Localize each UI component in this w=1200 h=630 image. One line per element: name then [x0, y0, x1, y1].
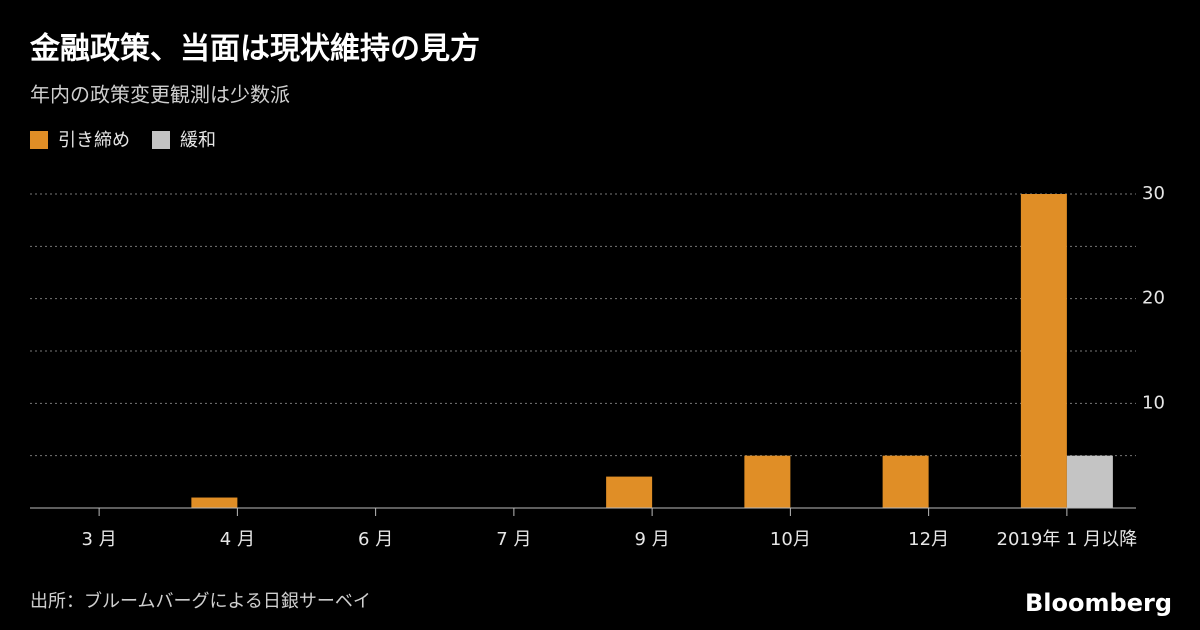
logo: Bloomberg	[1025, 589, 1172, 617]
x-tick-label: 3 月	[82, 529, 117, 550]
bar	[882, 455, 929, 508]
x-tick-label: 10月	[770, 529, 811, 550]
chart-subtitle: 年内の政策変更観測は少数派	[30, 83, 290, 107]
x-tick-label: 7 月	[496, 529, 531, 550]
chart-title: 金融政策、当面は現状維持の見方	[29, 32, 480, 67]
legend-label: 緩和	[180, 130, 216, 151]
x-tick-label: 6 月	[358, 529, 393, 550]
y-tick-label: 20	[1142, 288, 1165, 309]
y-tick-label: 10	[1142, 392, 1165, 413]
bar	[744, 455, 791, 508]
legend-swatch	[30, 131, 48, 149]
source: 出所：ブルームバーグによる日銀サーベイ	[30, 590, 371, 612]
x-tick-label: 12月	[908, 529, 949, 550]
x-tick-label: 4 月	[220, 529, 255, 550]
bar	[1020, 194, 1067, 508]
bar	[191, 497, 238, 508]
legend-swatch	[152, 131, 170, 149]
x-tick-label: 9 月	[635, 529, 670, 550]
bar	[1066, 455, 1113, 508]
bar	[606, 476, 653, 508]
legend-label: 引き締め	[58, 130, 130, 151]
x-tick-label: 2019年 1 月以降	[997, 529, 1138, 550]
y-tick-label: 30	[1142, 183, 1165, 204]
